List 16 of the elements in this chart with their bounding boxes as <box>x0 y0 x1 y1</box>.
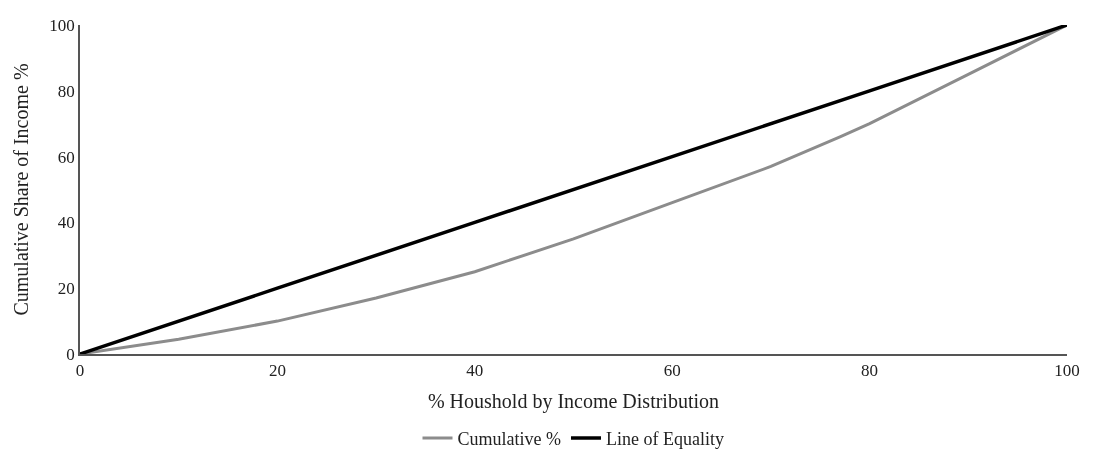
y-axis-title: Cumulative Share of Income % <box>10 63 33 316</box>
y-tick-label: 20 <box>57 279 75 299</box>
x-tick-label: 60 <box>663 361 681 381</box>
x-axis-title: % Houshold by Income Distribution <box>427 390 720 414</box>
y-tick-label: 60 <box>57 147 75 167</box>
y-tick-label: 40 <box>57 213 75 233</box>
legend-label: Cumulative % <box>457 429 561 450</box>
y-tick-label: 0 <box>66 344 75 364</box>
x-tick-label: 40 <box>466 361 484 381</box>
x-tick-label: 80 <box>861 361 879 381</box>
y-tick-label: 80 <box>57 81 75 101</box>
line-series <box>80 25 1067 354</box>
legend-label: Line of Equality <box>605 429 724 450</box>
x-tick-label: 100 <box>1054 361 1080 381</box>
y-tick-label: 100 <box>49 15 75 35</box>
x-tick-label: 20 <box>268 361 286 381</box>
